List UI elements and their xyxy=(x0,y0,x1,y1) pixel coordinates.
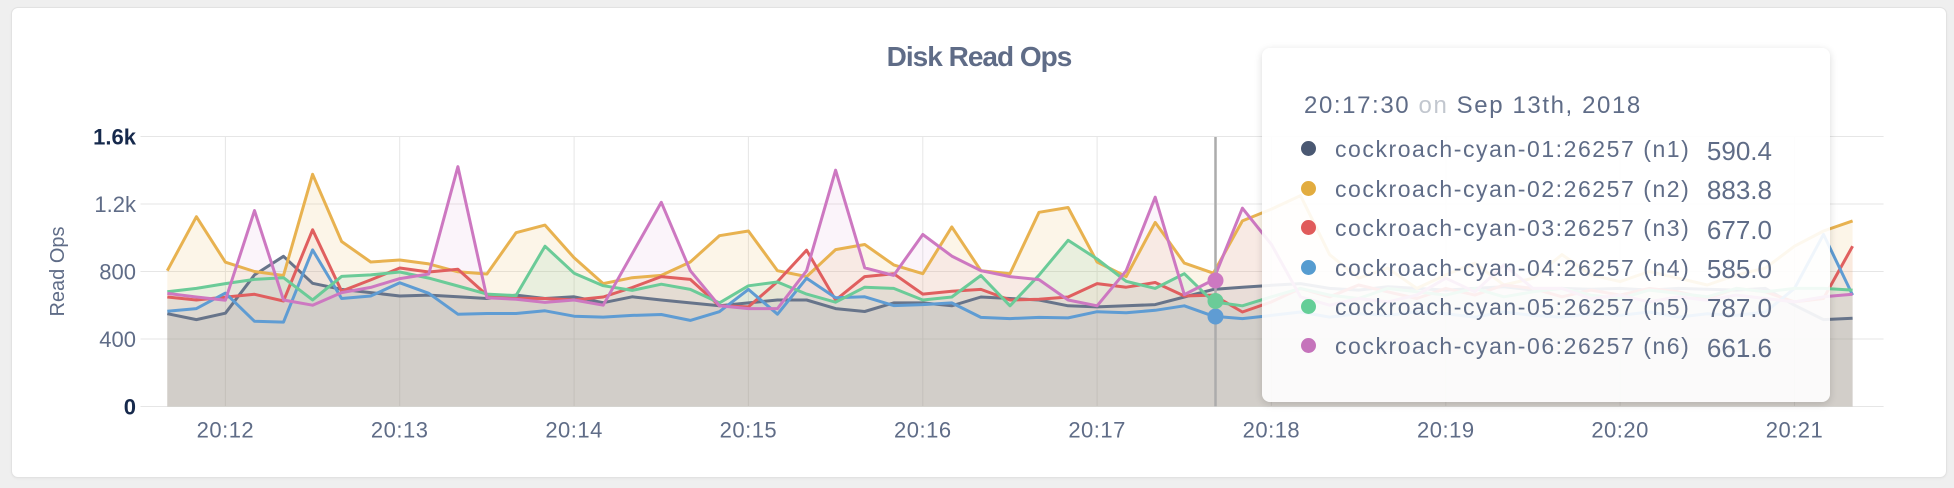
svg-text:20:16: 20:16 xyxy=(894,418,952,443)
svg-text:Read Ops: Read Ops xyxy=(47,226,69,316)
svg-text:20:18: 20:18 xyxy=(1243,418,1301,443)
svg-text:1.6k: 1.6k xyxy=(93,125,137,150)
svg-text:Disk Read Ops: Disk Read Ops xyxy=(887,41,1072,72)
svg-text:20:20: 20:20 xyxy=(1591,418,1649,443)
svg-text:20:14: 20:14 xyxy=(545,418,603,443)
svg-text:0: 0 xyxy=(124,395,136,420)
svg-text:20:12: 20:12 xyxy=(197,418,255,443)
svg-text:20:13: 20:13 xyxy=(371,418,429,443)
svg-text:20:17: 20:17 xyxy=(1068,418,1126,443)
svg-text:20:21: 20:21 xyxy=(1766,418,1824,443)
svg-text:20:19: 20:19 xyxy=(1417,418,1475,443)
svg-text:1.2k: 1.2k xyxy=(94,192,137,217)
svg-text:20:15: 20:15 xyxy=(720,418,778,443)
svg-text:800: 800 xyxy=(99,260,136,285)
svg-text:400: 400 xyxy=(99,327,136,352)
